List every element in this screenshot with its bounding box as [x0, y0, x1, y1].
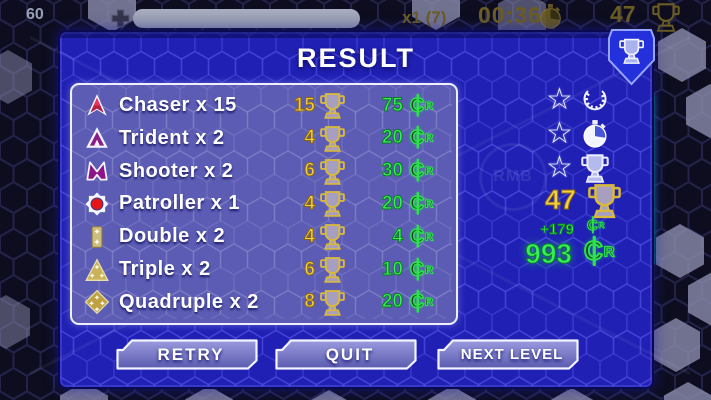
total-credits: 993: [525, 238, 573, 270]
trophy-icon: [581, 153, 609, 183]
next-level-button[interactable]: NEXT LEVEL: [437, 339, 579, 370]
background-hexagon: [656, 224, 704, 278]
objective-row: ☆: [546, 84, 609, 116]
trophy-badge: [608, 29, 655, 86]
background-hexagon: [305, 390, 353, 400]
total-trophies: 47: [544, 184, 576, 216]
enemy-label: Patroller x 1: [119, 192, 241, 215]
result-panel: RMB RESULT Chaser x 15 15: [29, 29, 691, 389]
trophy-icon: [320, 289, 345, 316]
enemy-label: Triple x 2: [119, 258, 211, 281]
credit-icon: CR: [409, 290, 440, 314]
retry-button-label: RETRY: [157, 344, 225, 364]
patroller-icon: [84, 191, 110, 217]
credits-count: 20: [381, 127, 403, 149]
result-row: Quadruple x 2 8 20 CR: [84, 287, 446, 318]
quit-button-label: QUIT: [325, 344, 375, 364]
panel-top-strip: [60, 32, 652, 38]
trophy-icon: [652, 2, 680, 32]
credit-icon: CR: [409, 257, 440, 281]
credits-count: 10: [381, 258, 403, 280]
health-bar: [133, 9, 360, 28]
shooter-icon: [84, 158, 110, 184]
enemy-label: Shooter x 2: [119, 159, 234, 182]
result-row: Trident x 2 4 20 CR: [84, 123, 446, 154]
double-icon: [84, 224, 110, 250]
credits-count: 30: [381, 160, 403, 182]
objective-star-icon: ☆: [546, 117, 573, 150]
quadruple-icon: [84, 289, 110, 315]
trophy-count: 4: [304, 127, 316, 149]
credit-icon: CR: [409, 224, 440, 248]
enemy-label: Quadruple x 2: [119, 290, 259, 313]
trophy-icon: [588, 182, 621, 219]
objective-star-icon: ☆: [546, 151, 573, 184]
result-row: Triple x 2 6 10 CR: [84, 254, 446, 285]
trophy-icon: [320, 223, 345, 251]
credits-gained: +179: [540, 221, 575, 239]
stopwatch-icon: [538, 3, 563, 30]
result-row: Double x 2 4 4 CR: [84, 221, 446, 252]
background-hexagon: [658, 28, 706, 82]
trident-icon: [84, 125, 110, 151]
chaser-icon: [84, 93, 110, 119]
trophy-count: 4: [304, 192, 316, 214]
enemy-label: Double x 2: [119, 225, 226, 248]
enemy-label: Chaser x 15: [119, 94, 237, 116]
credit-icon: CR: [409, 126, 440, 149]
next-level-button-label: NEXT LEVEL: [460, 346, 564, 363]
lives-count: 60: [26, 6, 44, 23]
listbox-hex-pattern: [72, 85, 452, 319]
stopwatch-icon: [581, 119, 609, 149]
trophy-count: 6: [304, 258, 316, 280]
credit-icon: CR: [409, 158, 440, 182]
trophy-count: 6: [304, 160, 316, 182]
background-hexagon: [688, 272, 711, 326]
credit-icon: CR: [586, 216, 605, 234]
triple-icon: [84, 257, 110, 283]
hud-trophy-count: 47: [610, 1, 636, 27]
trophy-icon: [320, 125, 345, 152]
trophy-icon: [320, 190, 345, 218]
results-list: Chaser x 15 15 75 CR Trident x 2 4 20 CR…: [72, 85, 456, 323]
trophy-count: 4: [304, 225, 316, 247]
objective-row: ☆: [546, 118, 609, 150]
trophy-icon: [320, 256, 345, 283]
credit-icon: CR: [583, 235, 615, 266]
result-title: RESULT: [297, 43, 415, 73]
results-list-box: Chaser x 15 15 75 CR Trident x 2 4 20 CR…: [70, 83, 458, 325]
credits-count: 4: [392, 225, 404, 247]
trophy-count: 8: [304, 291, 316, 313]
quit-button[interactable]: QUIT: [275, 339, 417, 370]
credit-icon: CR: [409, 191, 440, 215]
credits-count: 75: [381, 94, 403, 116]
trophy-icon: [320, 158, 345, 185]
credits-count: 20: [381, 291, 403, 313]
watermark: RMB: [479, 143, 547, 211]
result-row: Chaser x 15 15 75 CR: [84, 90, 446, 121]
background-hexagon: [652, 318, 700, 372]
health-icon: [111, 9, 130, 28]
result-row: Shooter x 2 6 30 CR: [84, 156, 446, 187]
score-multiplier: x1 (7): [402, 8, 447, 27]
trophy-count: 15: [293, 94, 315, 116]
objective-star-icon: ☆: [546, 83, 573, 116]
credit-icon: CR: [409, 93, 440, 117]
retry-button[interactable]: RETRY: [116, 339, 258, 370]
enemy-label: Trident x 2: [119, 126, 225, 149]
objective-row: ☆: [546, 152, 609, 184]
result-row: Patroller x 1 4 20 CR: [84, 188, 446, 219]
trophy-icon: [320, 92, 345, 119]
credits-count: 20: [381, 192, 403, 214]
laurel-icon: [581, 85, 609, 115]
timer-label: 00:36: [478, 2, 542, 28]
